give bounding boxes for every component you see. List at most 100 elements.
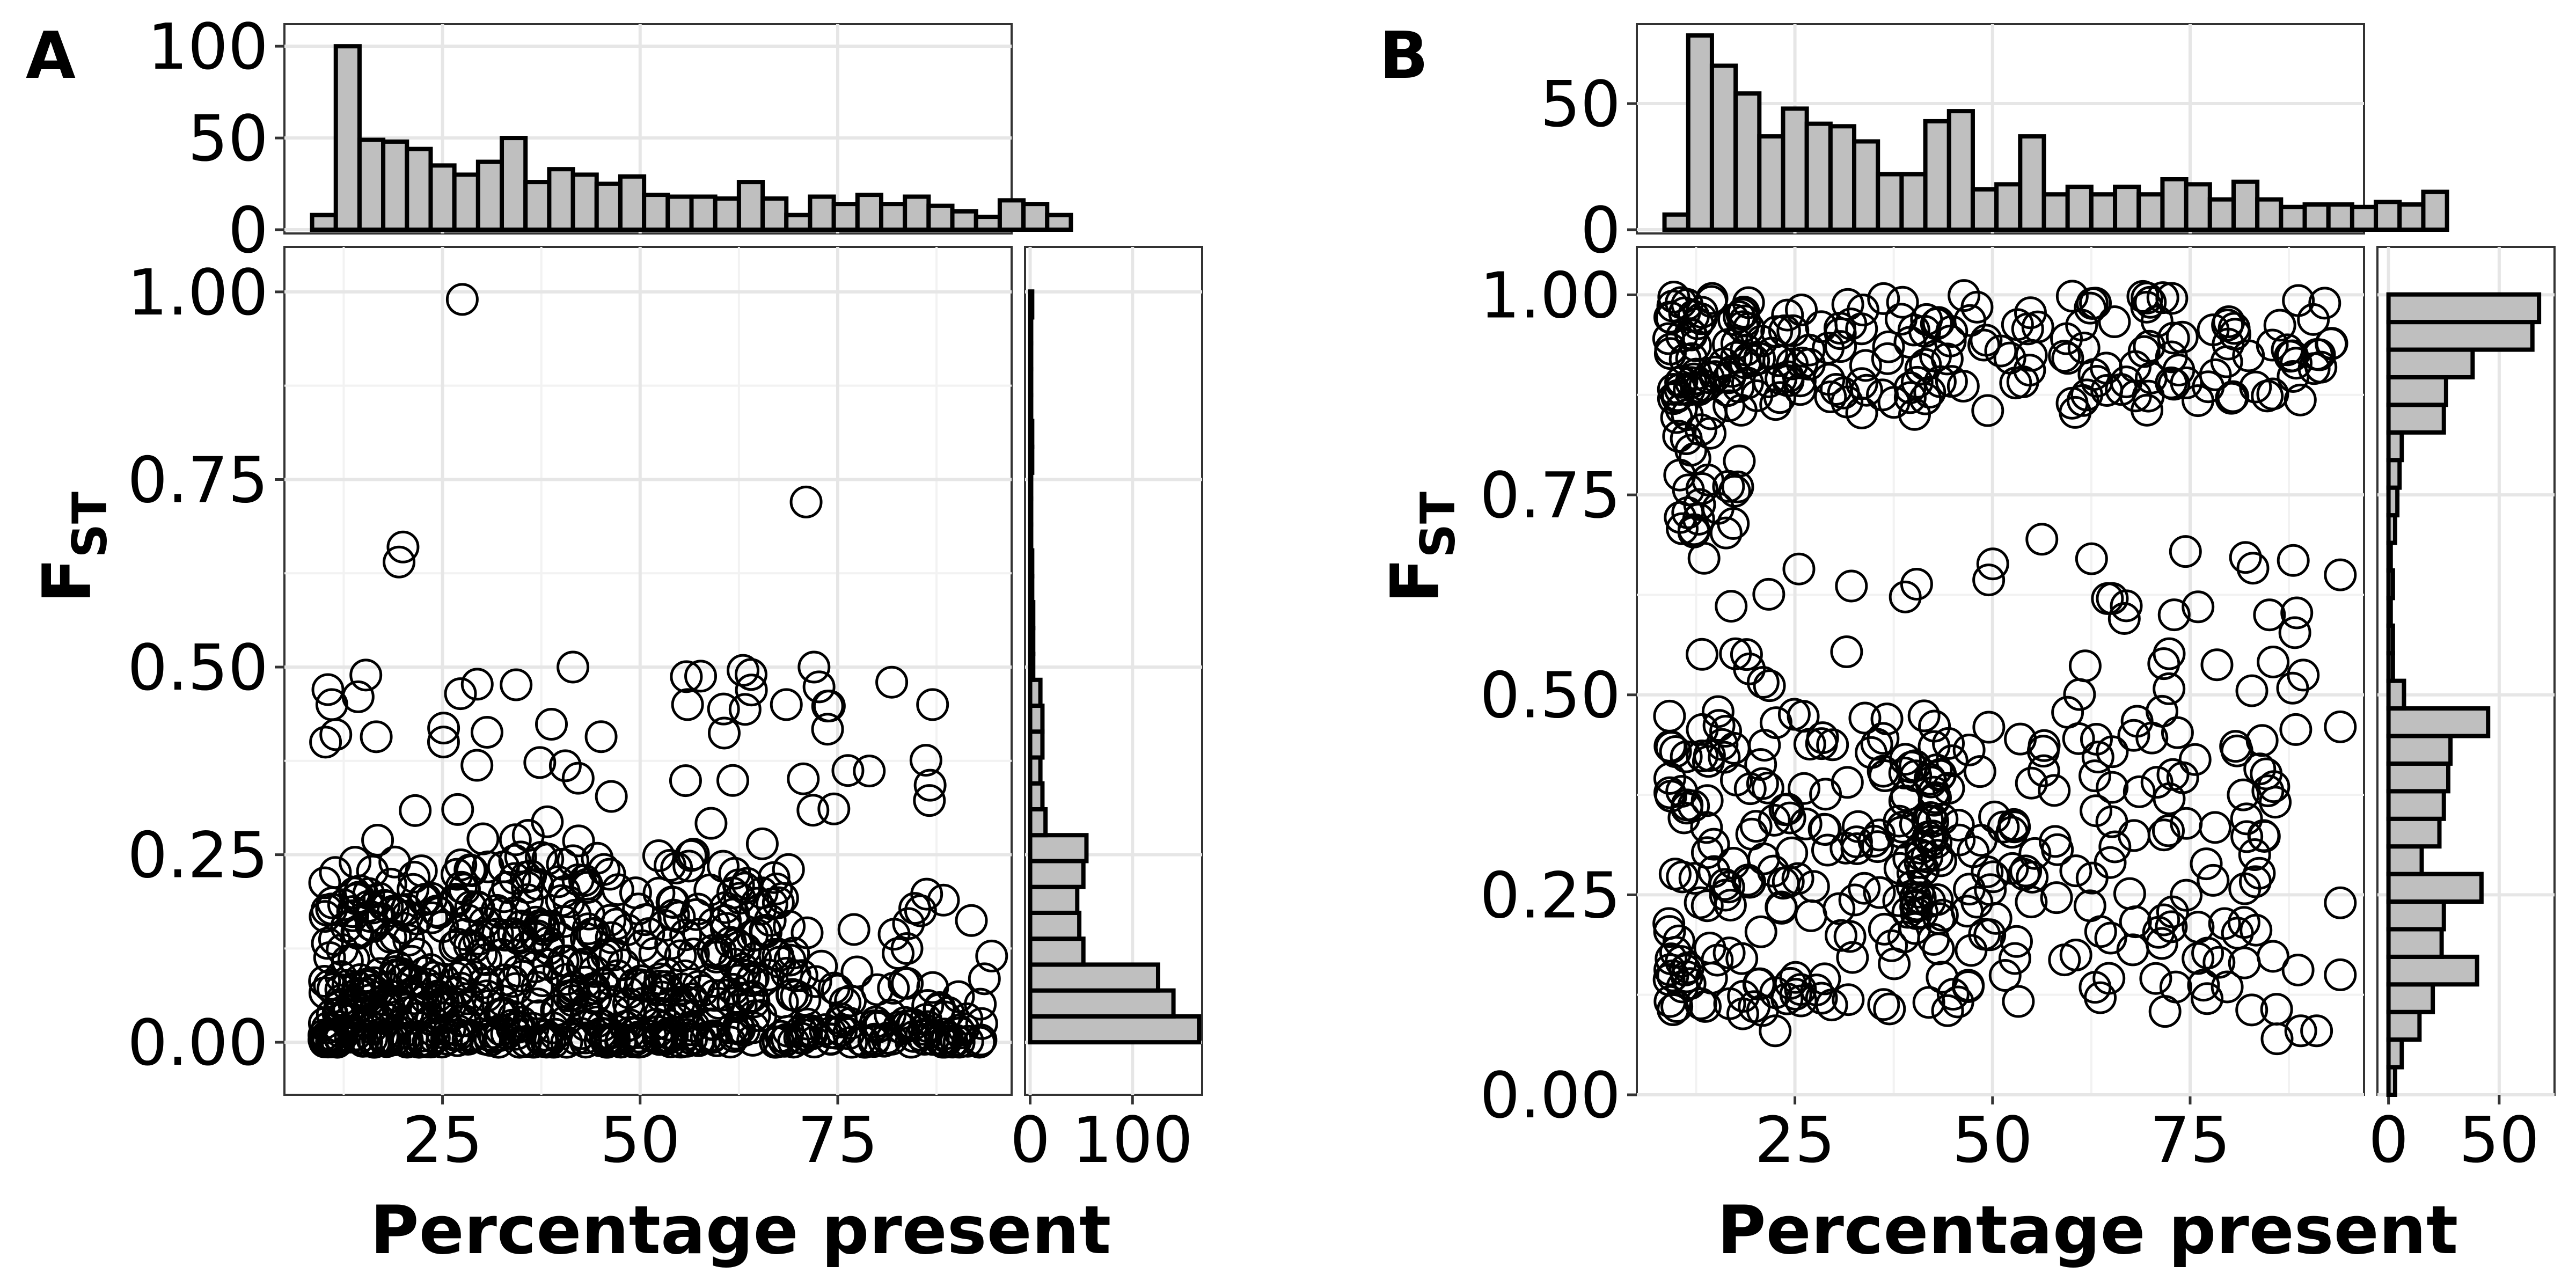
scatter-point [2050,322,2083,355]
scatter-point [1972,564,2006,597]
scatter-point [460,668,494,701]
panel-a-y-axis-title-sub: ST [62,492,118,558]
scatter-point [1677,513,1710,546]
right-hist-bar [1028,807,1048,838]
right-hist-bar [1028,781,1045,811]
right-hist-bar [1028,470,1034,501]
scatter-point [2059,854,2092,888]
top-hist-bar [1045,213,1073,232]
scatter-point [1674,434,1708,467]
scatter-point [584,720,618,753]
scatter-point [770,688,803,721]
scatter-point [799,965,832,998]
scatter-point [1730,638,1763,671]
scatter-point [579,982,612,1015]
scatter-point [1849,349,1882,382]
right-hist-x-tick-label: 100 [1072,1103,1193,1177]
scatter-point [2041,833,2074,866]
right-hist-bar [1028,910,1082,941]
top-hist-bar [381,139,409,232]
scatter-point [2038,774,2071,807]
scatter-point [2243,752,2277,786]
top-hist-bar [333,44,362,232]
top-hist-y-tick-label: 0 [228,193,268,267]
right-hist-bar [2386,927,2444,959]
scatter-point [1974,873,2007,906]
scatter-point [2253,598,2286,632]
scatter-point [1923,759,1957,792]
scatter-point [444,848,478,882]
scatter-point [2153,672,2186,705]
top-hist-bar [1923,119,1951,232]
panel-a-top-histogram: 0 50 100 [148,10,1073,267]
top-hist-bar [2255,197,2284,232]
scatter-point [2119,905,2152,939]
scatter-point [607,948,640,982]
right-hist-bar [1028,859,1086,889]
right-hist-bar [2386,596,2393,628]
scatter-point [415,901,449,934]
x-tick-label: 50 [1952,1103,2033,1177]
scatter-point [1751,771,1784,804]
scatter-point [669,764,702,797]
right-hist-bar [2386,844,2424,876]
top-hist-bar [1994,182,2023,232]
y-tick-label: 1.00 [1480,258,1621,332]
scatter-point [349,658,383,692]
scatter-point [1898,912,1931,945]
right-hist-bar [1028,341,1034,371]
right-hist-bar [1028,729,1045,760]
top-hist-bar [642,193,670,232]
scatter-point [1735,817,1768,851]
scatter-point [2059,939,2092,972]
scatter-point [2236,552,2270,585]
top-hist-bar [2207,197,2236,232]
scatter-point [2157,321,2190,355]
scatter-point [502,955,536,988]
scatter-point [611,913,644,947]
scatter-point [727,654,760,687]
scatter-point [2251,774,2285,808]
scatter-point [470,716,503,749]
scatter-point [399,794,432,827]
scatter-point [569,965,602,999]
scatter-point [1995,816,2029,849]
scatter-point [752,958,785,992]
scatter-point [2068,649,2102,683]
scatter-point [1919,781,1952,814]
scatter-point [1971,394,2004,427]
right-hist-bar [1028,289,1035,320]
scatter-point [670,660,703,693]
top-hist-bar [1852,139,1880,232]
scatter-point [453,853,487,887]
scatter-point [1706,728,1739,761]
scatter-point [1931,994,1964,1027]
top-hist-bar [1828,124,1857,232]
panel-a-scatter: 25 50 75 0.00 0.25 0.50 0.75 1.00 [127,246,1013,1177]
top-hist-bar [2041,192,2070,232]
top-hist-bar [997,198,1026,232]
top-hist-bar [855,193,883,232]
top-hist-bar [2089,192,2118,232]
top-hist-bar [1876,172,1904,232]
top-hist-bar [2018,134,2046,232]
scatter-point [595,780,628,813]
scatter-point [2200,648,2234,682]
scatter-point [895,1026,928,1059]
scatter-point [738,999,771,1033]
scatter-point [595,921,628,954]
scatter-point [1848,701,1882,735]
scatter-point [643,962,677,996]
top-hist-bar [2065,185,2094,232]
scatter-point [1760,315,1794,348]
scatter-point [1659,735,1692,769]
scatter-point [499,823,532,857]
scatter-point [1953,873,1986,906]
scatter-point [875,665,909,699]
right-hist-bar [2386,320,2535,352]
scatter-point [1653,915,1686,948]
right-hist-bar [2386,540,2393,573]
scatter-point [2216,380,2250,413]
scatter-point [643,1023,676,1056]
right-hist-bar [2386,706,2491,738]
